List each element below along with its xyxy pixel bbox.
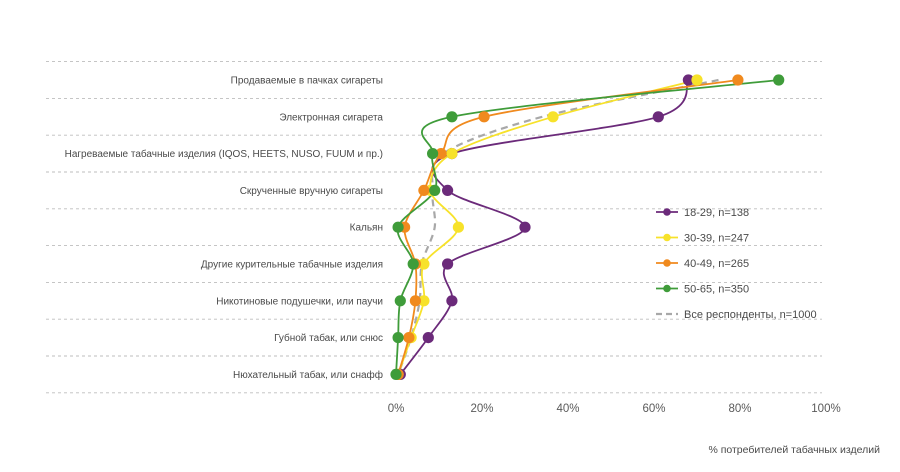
data-point xyxy=(691,74,703,86)
legend-label: 40-49, n=265 xyxy=(684,258,749,270)
category-label: Кальян xyxy=(350,223,383,234)
category-label: Другие курительные табачные изделия xyxy=(201,259,383,271)
x-tick-label: 20% xyxy=(470,403,493,415)
data-point xyxy=(390,368,402,380)
data-point xyxy=(478,111,490,123)
category-label: Скрученные вручную сигареты xyxy=(240,186,383,197)
data-point xyxy=(403,332,415,344)
data-point xyxy=(442,184,454,196)
data-point xyxy=(407,258,419,270)
data-point xyxy=(418,295,430,307)
legend: 18-29, n=138 30-39, n=247 40-49, n=265 50-6… xyxy=(656,207,817,321)
data-point xyxy=(452,221,464,233)
legend-label: Все респонденты, n=1000 xyxy=(684,309,817,321)
series-group xyxy=(390,74,785,380)
data-point xyxy=(652,111,664,123)
x-tick-labels: 0% 20% 40% 60% 80% 100% xyxy=(388,403,841,415)
legend-marker xyxy=(663,259,671,267)
x-tick-label: 40% xyxy=(556,403,579,415)
category-labels: Продаваемые в пачках сигареты Электронная… xyxy=(65,76,384,381)
x-tick-label: 80% xyxy=(728,403,751,415)
data-point xyxy=(427,148,439,160)
legend-label: 18-29, n=138 xyxy=(684,207,749,219)
data-point xyxy=(547,111,559,123)
legend-marker xyxy=(663,233,671,242)
data-point xyxy=(446,148,458,160)
legend-label: 30-39, n=247 xyxy=(684,233,749,245)
category-label: Электронная сигарета xyxy=(279,112,383,123)
legend-marker xyxy=(663,284,671,293)
data-point xyxy=(429,184,441,196)
series-line xyxy=(395,79,779,375)
data-point xyxy=(392,332,404,344)
category-label: Никотиновые подушечки, или паучи xyxy=(216,296,383,307)
data-point xyxy=(442,258,454,270)
series-line xyxy=(397,79,739,375)
x-tick-label: 0% xyxy=(388,403,405,415)
x-tick-label: 60% xyxy=(642,403,665,415)
legend-label: 50-65, n=350 xyxy=(684,284,749,296)
data-point xyxy=(446,295,458,307)
x-tick-label: 100% xyxy=(811,403,840,415)
data-point xyxy=(435,148,447,160)
data-point xyxy=(394,295,406,307)
data-point xyxy=(392,221,404,233)
data-point xyxy=(682,74,695,86)
category-label: Губной табак, или снюс xyxy=(274,332,383,344)
data-point xyxy=(773,74,785,86)
data-point xyxy=(422,332,434,344)
legend-marker xyxy=(663,208,671,216)
category-label: Продаваемые в пачках сигареты xyxy=(231,76,383,87)
data-point xyxy=(418,258,430,270)
category-label: Нюхательный табак, или снафф xyxy=(233,369,383,381)
data-point xyxy=(519,221,531,233)
x-axis-title: % потребителей табачных изделий xyxy=(708,444,880,456)
data-point xyxy=(418,184,430,196)
data-point xyxy=(732,74,744,86)
category-label: Нагреваемые табачные изделия (IQOS, HEET… xyxy=(65,148,383,160)
data-point xyxy=(446,111,458,123)
series-line xyxy=(397,79,698,375)
data-point xyxy=(409,295,421,307)
series-line xyxy=(397,78,719,375)
series-line xyxy=(399,79,690,375)
